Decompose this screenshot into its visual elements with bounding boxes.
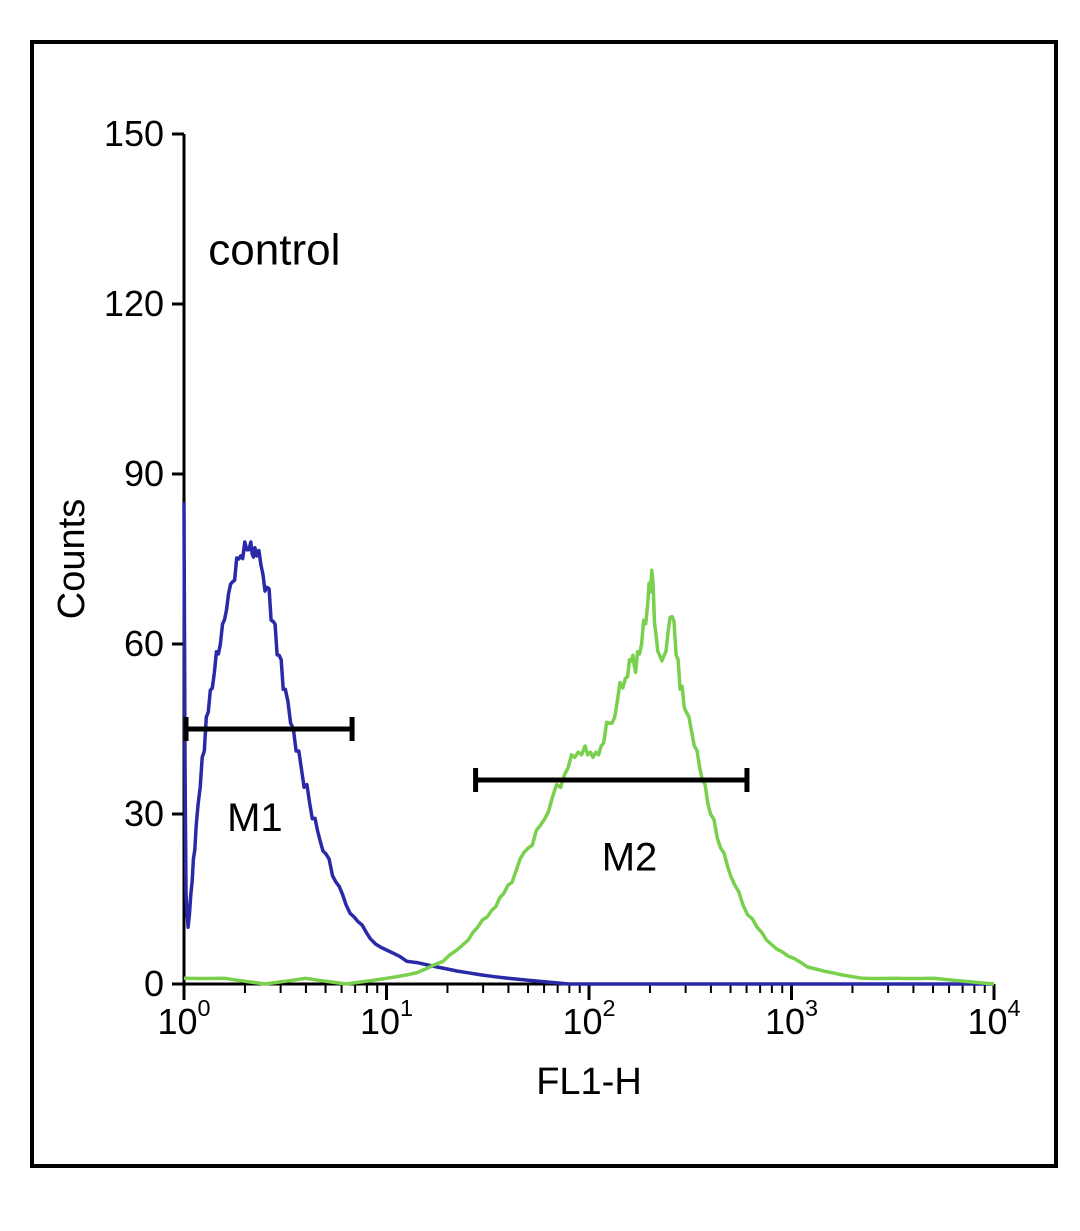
svg-text:60: 60 [124, 623, 164, 664]
svg-text:104: 104 [967, 995, 1020, 1042]
svg-text:FL1-H: FL1-H [536, 1061, 642, 1103]
svg-text:120: 120 [104, 283, 164, 324]
annotation-control: control [208, 225, 340, 274]
svg-text:101: 101 [360, 995, 413, 1042]
gate-label-M2: M2 [602, 836, 658, 880]
svg-text:90: 90 [124, 453, 164, 494]
svg-text:150: 150 [104, 113, 164, 154]
gate-label-M1: M1 [227, 796, 283, 840]
svg-text:30: 30 [124, 793, 164, 834]
figure-container: 0 30 60 90 120 150 Counts 100 101 102 103 104 FL1-H M… [0, 0, 1080, 1231]
histogram-plot: 0 30 60 90 120 150 Counts 100 101 102 103 104 FL1-H M… [34, 44, 1054, 1164]
svg-text:103: 103 [765, 995, 818, 1042]
svg-text:102: 102 [562, 995, 615, 1042]
svg-text:Counts: Counts [51, 499, 93, 619]
plot-frame: 0 30 60 90 120 150 Counts 100 101 102 103 104 FL1-H M… [30, 40, 1058, 1168]
svg-text:0: 0 [144, 963, 164, 1004]
svg-text:100: 100 [157, 995, 210, 1042]
